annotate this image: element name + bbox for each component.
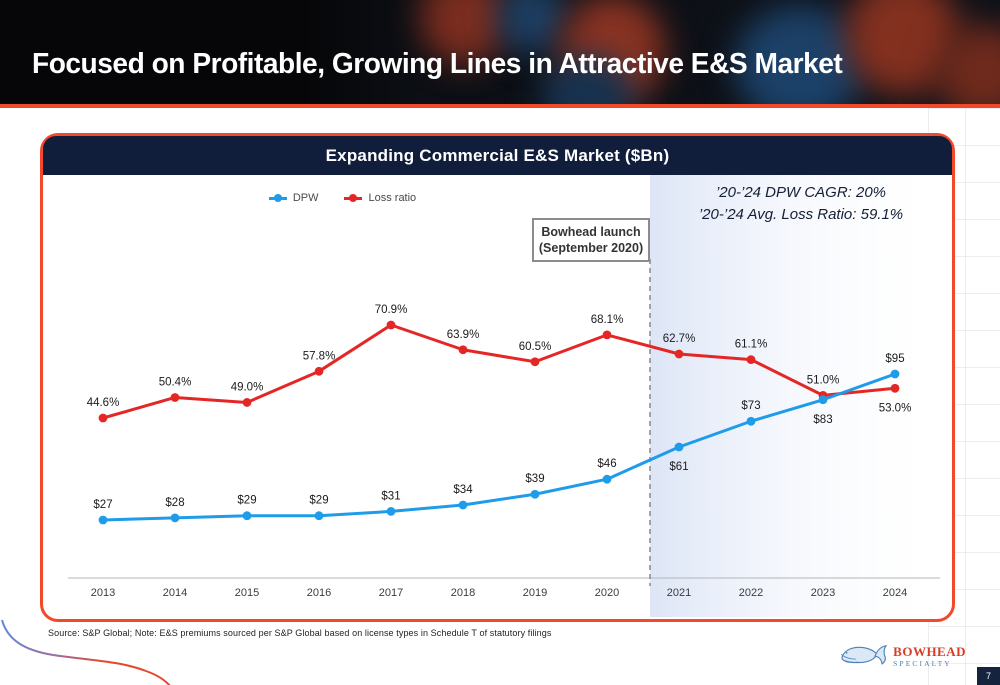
data-point-label: $31 xyxy=(381,490,400,502)
chart-area: 2013 2014 2015 2016 2017 2018 2019 2020 2021 2022… xyxy=(43,175,952,619)
page-title: Focused on Profitable, Growing Lines in … xyxy=(32,48,843,80)
whale-icon xyxy=(841,644,888,665)
data-point xyxy=(530,489,540,499)
logo-name: BOWHEAD xyxy=(893,643,966,659)
data-point-label: 60.5% xyxy=(519,341,552,353)
x-axis-labels: 2013 2014 2015 2016 2017 2018 2019 2020 2021 2022… xyxy=(91,587,907,599)
data-point-label: $46 xyxy=(597,458,616,470)
data-point-label: 63.9% xyxy=(447,329,480,341)
data-point-label: 57.8% xyxy=(303,350,336,362)
bowhead-logo: BOWHEAD SPECIALTY xyxy=(838,641,966,671)
x-axis-tick-label: 2021 xyxy=(667,587,691,599)
chart-title: Expanding Commercial E&S Market ($Bn) xyxy=(325,145,670,165)
decorative-curve xyxy=(1,619,171,685)
x-axis-tick-label: 2022 xyxy=(739,587,763,599)
chart-card: Expanding Commercial E&S Market ($Bn) 20… xyxy=(40,133,955,622)
data-point-label: 62.7% xyxy=(663,333,696,345)
bokeh-blob xyxy=(735,5,865,104)
data-point xyxy=(458,500,468,510)
data-point xyxy=(98,515,108,525)
data-point-label: 50.4% xyxy=(159,376,192,388)
data-point-label: 51.0% xyxy=(807,374,840,386)
header-divider xyxy=(0,104,1000,108)
chart-legend: DPW Loss ratio xyxy=(43,192,642,204)
data-point xyxy=(242,511,252,521)
data-point-label: $29 xyxy=(237,495,256,507)
data-point xyxy=(674,349,684,359)
data-point xyxy=(602,330,612,340)
legend-item-dpw: DPW xyxy=(268,192,319,204)
launch-annotation: Bowhead launch (September 2020) xyxy=(532,218,650,262)
logo-subtitle: SPECIALTY xyxy=(893,658,952,668)
data-point xyxy=(458,345,468,355)
launch-highlight-region xyxy=(650,175,952,617)
x-axis-tick-label: 2017 xyxy=(379,587,403,599)
data-point-label: 53.0% xyxy=(879,402,912,414)
bokeh-blob xyxy=(498,0,568,55)
data-point-label: $73 xyxy=(741,400,760,412)
legend-label-loss-ratio: Loss ratio xyxy=(368,192,417,204)
data-point xyxy=(386,507,396,516)
data-point xyxy=(674,442,684,452)
data-point xyxy=(818,395,828,405)
chart-card-header: Expanding Commercial E&S Market ($Bn) xyxy=(43,136,952,175)
data-point xyxy=(314,511,324,521)
data-point-label: 68.1% xyxy=(591,314,624,326)
data-point xyxy=(746,416,756,426)
page-number: 7 xyxy=(977,667,1000,685)
x-axis-tick-label: 2018 xyxy=(451,587,475,599)
data-point xyxy=(242,398,252,407)
data-point-label: $39 xyxy=(525,473,544,485)
cagr-stats: ’20-’24 DPW CAGR: 20% ’20-’24 Avg. Loss … xyxy=(650,182,952,226)
data-point xyxy=(890,369,900,379)
data-point xyxy=(170,513,180,523)
data-point xyxy=(386,320,396,330)
data-point-label: $61 xyxy=(669,461,688,473)
x-axis-tick-label: 2024 xyxy=(883,587,907,599)
x-axis-tick-label: 2016 xyxy=(307,587,331,599)
data-point xyxy=(602,474,612,484)
legend-item-loss-ratio: Loss ratio xyxy=(344,192,416,204)
dpw-cagr-stat: ’20-’24 DPW CAGR: 20% xyxy=(715,184,887,201)
x-axis-tick-label: 2020 xyxy=(595,587,619,599)
chart-canvas: 2013 2014 2015 2016 2017 2018 2019 2020 2021 2022… xyxy=(68,175,952,617)
data-point-label: $28 xyxy=(165,497,184,509)
x-axis-tick-label: 2023 xyxy=(811,587,835,599)
data-point-label: $27 xyxy=(93,499,112,511)
launch-annotation-line2: (September 2020) xyxy=(538,241,644,255)
dpw-line-series: $27 $28 $29 $29 $31 $34 $39 $46 $61 $73 $83 $95 xyxy=(93,353,905,525)
legend-label-dpw: DPW xyxy=(292,192,319,204)
x-axis-tick-label: 2014 xyxy=(163,587,187,599)
data-point-label: 61.1% xyxy=(735,339,768,351)
launch-annotation-line1: Bowhead launch xyxy=(541,225,641,239)
data-point-label: $29 xyxy=(309,495,328,507)
data-point-label: 70.9% xyxy=(375,304,408,316)
avg-loss-ratio-stat: ’20-’24 Avg. Loss Ratio: 59.1% xyxy=(698,206,904,223)
hero-banner: Focused on Profitable, Growing Lines in … xyxy=(0,0,1000,104)
loss-ratio-line-series: 44.6% 50.4% 49.0% 57.8% 70.9% 63.9% 60.5% 68.1%… xyxy=(87,304,912,423)
data-point xyxy=(746,355,756,365)
data-point-label: $83 xyxy=(813,414,832,426)
data-point xyxy=(890,383,900,393)
data-point xyxy=(314,366,324,376)
data-point-label: 49.0% xyxy=(231,381,264,393)
x-axis-tick-label: 2013 xyxy=(91,587,115,599)
data-point xyxy=(170,393,180,402)
data-point-label: 44.6% xyxy=(87,397,120,409)
data-point-label: $95 xyxy=(885,353,904,365)
loss-ratio-series-marker-icon xyxy=(344,194,363,202)
x-axis-tick-label: 2015 xyxy=(235,587,259,599)
data-point xyxy=(530,357,540,367)
data-point xyxy=(98,413,108,423)
dpw-series-marker-icon xyxy=(268,194,287,202)
data-point-label: $34 xyxy=(453,484,473,496)
source-note: Source: S&P Global; Note: E&S premiums s… xyxy=(48,628,552,638)
x-axis-tick-label: 2019 xyxy=(523,587,547,599)
